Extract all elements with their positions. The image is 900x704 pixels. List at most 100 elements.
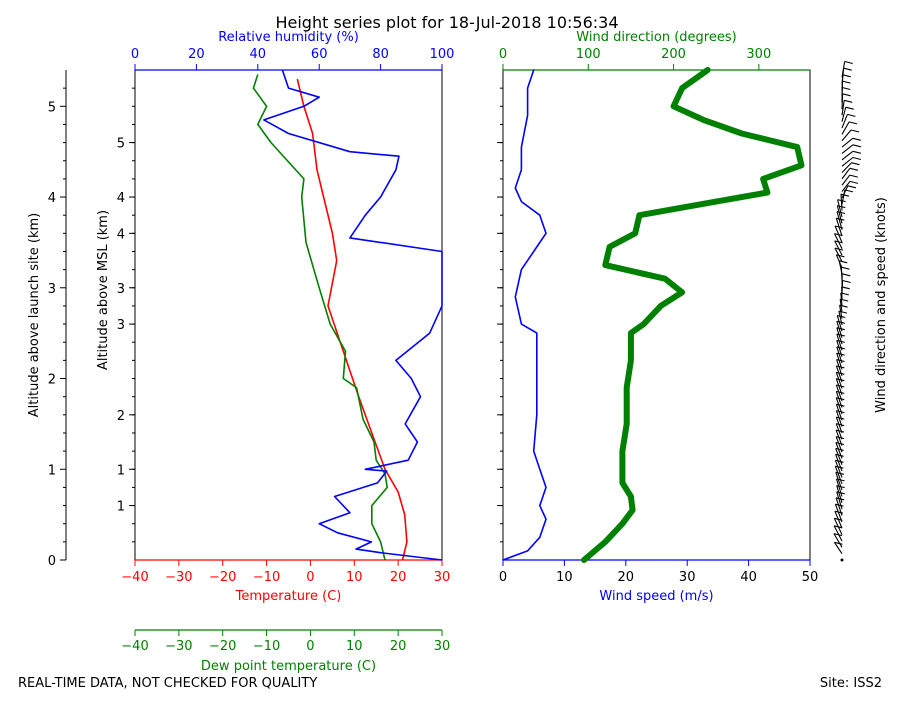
wind-barb-flag: [836, 391, 844, 393]
wind-barb-flag: [841, 267, 849, 269]
barb-axis-label: Wind direction and speed (knots): [874, 197, 889, 413]
wind-barb-flag: [842, 287, 850, 289]
wind-barb-flag: [849, 122, 857, 124]
dewpoint-tick-label: 30: [434, 639, 451, 654]
humidity-tick-label: 60: [311, 47, 328, 62]
humidity-tick-label: 20: [188, 47, 205, 62]
wind-barb-calm: [841, 559, 844, 562]
wind-barb-flag: [842, 274, 850, 276]
direction-tick-label: 300: [746, 47, 771, 62]
speed-tick-label: 20: [618, 570, 635, 585]
dewpoint-tick-label: 20: [390, 639, 407, 654]
speed-tick-label: 0: [499, 570, 507, 585]
outer-y-tick-label: 2: [48, 373, 56, 388]
wind-barb-panel: Wind direction and speed (knots): [834, 62, 889, 562]
direction-tick-label: 200: [661, 47, 686, 62]
wind-barb-shaft: [842, 163, 852, 173]
temperature-tick-label: −20: [209, 570, 236, 585]
wind-barb-flag: [836, 379, 844, 381]
wind-barb-flag: [850, 175, 858, 177]
dewpoint-tick-label: 10: [346, 639, 363, 654]
dewpoint-tick-label: −30: [165, 639, 192, 654]
temperature-tick-label: −30: [165, 570, 192, 585]
thermo-panel: 0 1 2 3 4 5 Altitude above launch site (km) 1 1 2…: [27, 30, 454, 674]
direction-tick-label: 0: [499, 47, 507, 62]
temperature-tick-label: −40: [121, 570, 148, 585]
outer-y-axis-label: Altitude above launch site (km): [27, 213, 42, 417]
msl-y-tick-label: 1: [117, 500, 125, 515]
wind-barb-flag: [843, 281, 851, 283]
outer-y-tick-label: 1: [48, 463, 56, 478]
dew-point-series: [253, 75, 387, 561]
wind-barb-flag: [845, 62, 853, 64]
wind-barb-flag: [844, 100, 852, 102]
footer-site: Site: ISS2: [820, 676, 882, 691]
dewpoint-tick-label: −40: [121, 639, 148, 654]
wind-frame: [503, 70, 810, 560]
speed-tick-label: 40: [740, 570, 757, 585]
speed-tick-label: 30: [679, 570, 696, 585]
wind-barb-flag: [836, 372, 844, 374]
outer-y-tick-label: 0: [48, 554, 56, 569]
msl-y-tick-label: 2: [117, 409, 125, 424]
wind-barb-flag: [841, 194, 849, 196]
wind-barb-flag: [853, 145, 861, 147]
dewpoint-axis-label: Dew point temperature (C): [201, 659, 376, 674]
temperature-tick-label: 10: [346, 570, 363, 585]
humidity-tick-label: 40: [250, 47, 267, 62]
wind-barb-flag: [847, 114, 855, 116]
wind-barb-flag: [852, 163, 860, 165]
thermo-frame: [135, 70, 442, 560]
wind-barb-flag: [853, 138, 861, 140]
wind-barb-flag: [839, 261, 847, 263]
wind-barb-flag: [850, 168, 858, 170]
speed-axis-label: Wind speed (m/s): [599, 589, 713, 604]
direction-axis-label: Wind direction (degrees): [576, 30, 736, 45]
direction-tick-label: 100: [576, 47, 601, 62]
humidity-axis-label: Relative humidity (%): [218, 30, 359, 45]
temperature-axis-label: Temperature (C): [235, 589, 342, 604]
wind-barb-shaft: [842, 122, 849, 135]
wind-barb-flag: [848, 186, 856, 188]
dewpoint-tick-label: 0: [306, 639, 314, 654]
temperature-tick-label: 0: [306, 570, 314, 585]
msl-y-tick-label: 4: [117, 227, 125, 242]
wind-barb-flag: [851, 130, 859, 132]
msl-y-tick-label: 3: [117, 282, 125, 297]
wind-barb-flag: [844, 68, 852, 70]
msl-y-axis-label: Altitude above MSL (km): [96, 210, 111, 370]
temperature-tick-label: 30: [434, 570, 451, 585]
outer-y-tick-label: 4: [48, 191, 56, 206]
msl-y-tick-label: 4: [117, 191, 125, 206]
wind-barb-flag: [853, 158, 861, 160]
temperature-tick-label: −10: [253, 570, 280, 585]
wind-barb-flag: [853, 151, 861, 153]
wind-barb-flag: [843, 94, 851, 96]
wind-barb-flag: [842, 88, 850, 90]
temperature-tick-label: 20: [390, 570, 407, 585]
speed-tick-label: 50: [802, 570, 819, 585]
dewpoint-tick-label: −20: [209, 639, 236, 654]
humidity-tick-label: 0: [131, 47, 139, 62]
wind-barb-flag: [843, 81, 851, 83]
humidity-tick-label: 100: [430, 47, 455, 62]
wind-direction-series: [584, 70, 802, 560]
humidity-tick-label: 80: [372, 47, 389, 62]
wind-speed-series: [503, 70, 546, 560]
wind-panel: 0 10 20 30 40 50 Wind speed (m/s) 0 100 200 300 Win…: [497, 30, 818, 604]
wind-barb-flag: [839, 311, 847, 313]
wind-barb-flag: [850, 181, 858, 183]
wind-barb-flag: [836, 417, 844, 419]
footer-quality-note: REAL-TIME DATA, NOT CHECKED FOR QUALITY: [18, 676, 317, 691]
msl-y-tick-label: 1: [117, 463, 125, 478]
msl-y-tick-label: 5: [117, 137, 125, 152]
relative-humidity-series: [264, 70, 442, 560]
outer-y-tick-label: 3: [48, 282, 56, 297]
wind-barb-flag: [843, 75, 851, 77]
outer-y-tick-label: 5: [48, 100, 56, 115]
msl-y-tick-label: 3: [117, 318, 125, 333]
wind-barb-flag: [846, 107, 854, 109]
speed-tick-label: 10: [556, 570, 573, 585]
dewpoint-tick-label: −10: [253, 639, 280, 654]
